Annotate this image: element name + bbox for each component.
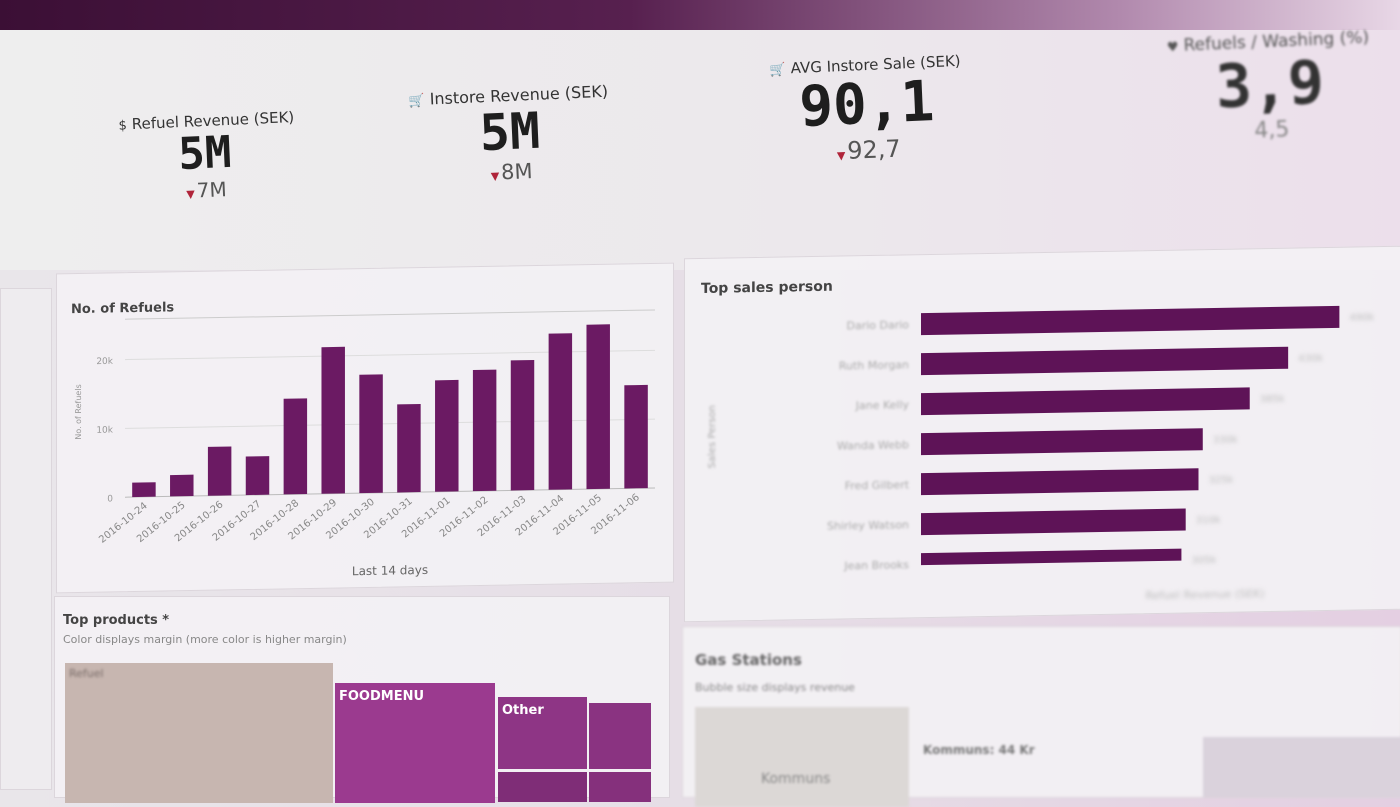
y-tick-label: Jane Kelly [855, 398, 910, 412]
down-arrow-icon: ▼ [490, 169, 500, 183]
y-tick-label: Dario Dario [846, 318, 909, 332]
y-tick-label: Fred Gilbert [845, 478, 910, 492]
kpi-sub-value: 8M [500, 159, 534, 185]
down-arrow-icon: ▼ [836, 148, 846, 162]
kpi-sub-value: 7M [196, 177, 228, 203]
kpi-strip: $ Refuel Revenue (SEK) 5M ▼7M 🛒 Instore Re… [0, 28, 1400, 270]
treemap-tile-refuel[interactable]: Refuel [65, 663, 333, 803]
y-tick-label: 10k [96, 426, 113, 436]
data-label: 490k [1349, 312, 1374, 323]
panel-title: Top products * [63, 613, 170, 628]
bar[interactable] [207, 446, 232, 496]
bar[interactable] [921, 387, 1250, 416]
y-tick-label: Jean Brooks [843, 558, 909, 572]
map-overlay [1203, 737, 1400, 797]
bar[interactable] [921, 548, 1182, 566]
kpi-instore-revenue[interactable]: 🛒 Instore Revenue (SEK) 5M ▼8M [403, 81, 617, 188]
treemap-tile[interactable] [498, 772, 587, 802]
kpi-sub-value: 92,7 [846, 134, 902, 165]
gridline [125, 349, 655, 361]
data-label: 385k [1260, 394, 1285, 405]
y-tick-label: 0 [107, 494, 113, 504]
cart-icon: 🛒 [769, 62, 787, 79]
bar[interactable] [359, 374, 383, 494]
sales-bars-group: Dario Dario 490k Ruth Morgan 430k Jane Kelly… [827, 305, 1374, 572]
bar[interactable] [624, 384, 648, 489]
kpi-value: 90,1 [797, 69, 936, 140]
map-view[interactable]: Kommuns [695, 707, 909, 807]
treemap-tile[interactable] [589, 772, 651, 802]
treemap-tile-label: FOODMENU [339, 689, 425, 704]
cart-icon: 🛒 [408, 93, 426, 110]
dollar-icon: $ [118, 118, 128, 134]
map-label: Kommuns [761, 771, 831, 787]
bar[interactable] [245, 456, 270, 496]
gridline [125, 418, 655, 429]
bar[interactable] [132, 482, 156, 498]
down-arrow-icon: ▼ [186, 187, 196, 202]
data-label: 430k [1298, 353, 1323, 364]
heart-icon: ♥ [1166, 39, 1179, 56]
left-sidebar-panel [0, 288, 52, 790]
panel-subtitle: Bubble size displays revenue [695, 681, 855, 694]
kpi-value: 5M [177, 126, 233, 181]
panel-subtitle: Color displays margin (more color is hig… [63, 633, 347, 646]
top-products-panel[interactable]: Top products * Color displays margin (mo… [54, 596, 670, 803]
map-legend: Kommuns: 44 Kr [923, 743, 1035, 757]
y-tick-label: Ruth Morgan [839, 358, 909, 372]
y-tick-label: Wanda Webb [837, 438, 909, 452]
data-label: 310k [1196, 515, 1221, 526]
panel-title: Gas Stations [695, 651, 802, 669]
bar[interactable] [921, 346, 1289, 376]
data-label: 325k [1209, 475, 1234, 486]
x-axis-label: Refuel Revenue (SEK) [1145, 587, 1264, 602]
data-label: 305k [1191, 555, 1216, 566]
refuels-chart-panel[interactable]: No. of Refuels 0 10k 20k No. of Refuels 2016… [56, 262, 674, 594]
sales-person-panel[interactable]: Top sales person Dario Dario 490k Ruth Mor… [684, 245, 1400, 623]
bar[interactable] [510, 360, 535, 491]
gas-stations-panel[interactable]: Gas Stations Bubble size displays revenu… [682, 626, 1400, 807]
bar[interactable] [921, 468, 1199, 496]
y-tick-label: 20k [96, 357, 113, 367]
kpi-avg-instore-sale[interactable]: 🛒 AVG Instore Sale (SEK) 90,1 ▼92,7 [740, 51, 994, 169]
bar[interactable] [921, 428, 1203, 456]
bar[interactable] [921, 508, 1186, 536]
data-label: 330k [1213, 435, 1238, 446]
gridline [125, 487, 655, 498]
bar[interactable] [397, 403, 421, 493]
treemap-tile[interactable] [589, 703, 651, 769]
treemap-tile-label: Other [502, 703, 544, 718]
kpi-value: 5M [478, 101, 542, 163]
sales-person-bar-chart[interactable]: Dario Dario 490k Ruth Morgan 430k Jane Kelly… [685, 247, 1400, 621]
gridline [125, 309, 655, 320]
bar[interactable] [586, 324, 610, 490]
y-tick-label: Shirley Watson [827, 518, 909, 532]
treemap-tile-foodmenu[interactable]: FOODMENU [335, 683, 495, 803]
kpi-refuels-washing[interactable]: ♥ Refuels / Washing (%) 3,9 4,5 [1128, 26, 1400, 149]
y-axis-label: No. of Refuels [74, 384, 83, 440]
bar[interactable] [435, 379, 459, 492]
y-axis-label: Sales Person [707, 405, 718, 469]
bar[interactable] [472, 369, 497, 492]
kpi-refuel-revenue[interactable]: $ Refuel Revenue (SEK) 5M ▼7M [118, 108, 294, 206]
bar[interactable] [921, 305, 1340, 336]
treemap-tile-other[interactable]: Other [498, 697, 587, 769]
bar[interactable] [283, 398, 308, 495]
bar[interactable] [170, 474, 194, 497]
treemap-tile-label: Refuel [69, 667, 104, 680]
bar[interactable] [321, 346, 345, 494]
bar[interactable] [548, 333, 573, 490]
x-axis-label: Last 14 days [352, 563, 428, 578]
kpi-sub-value: 4,5 [1253, 117, 1290, 144]
kpi-value: 3,9 [1214, 47, 1326, 123]
